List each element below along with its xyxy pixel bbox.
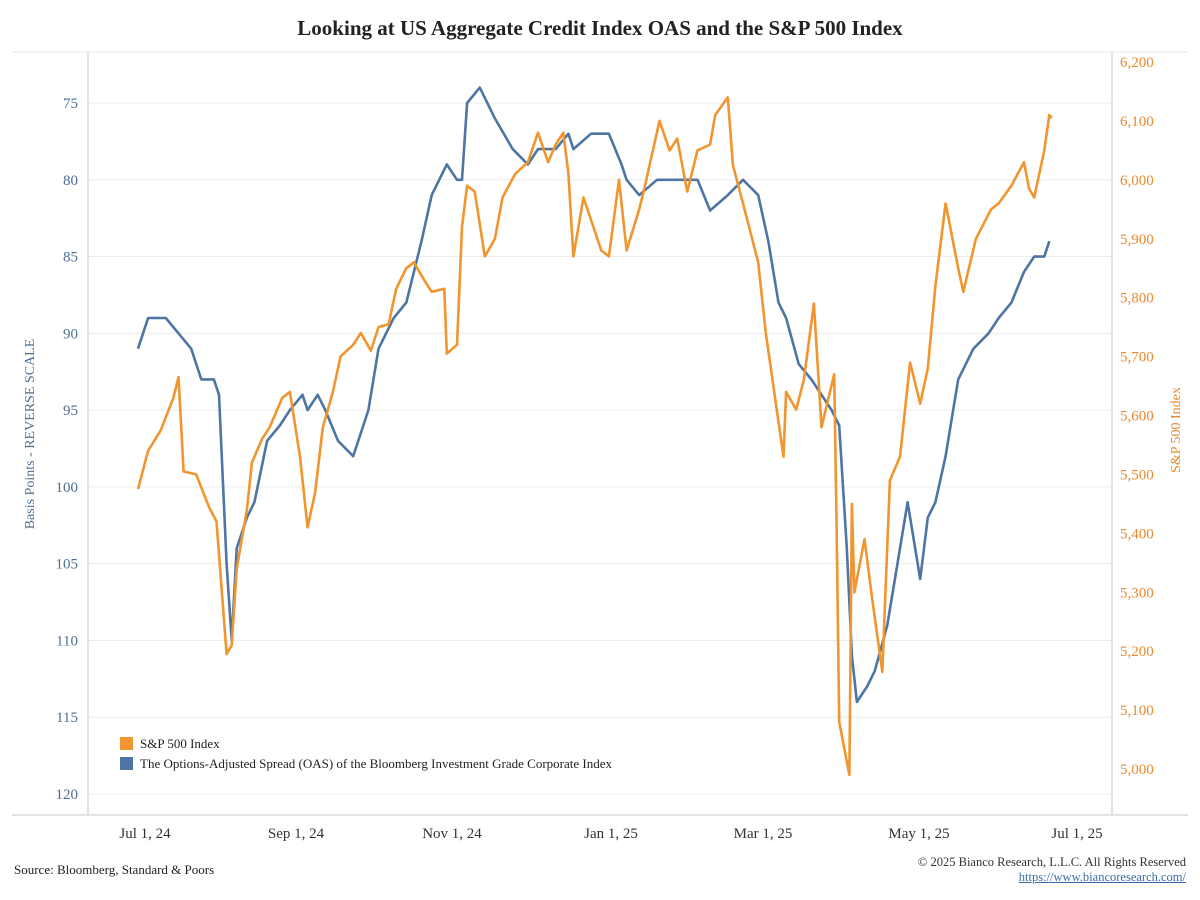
source-note: Source: Bloomberg, Standard & Poors xyxy=(14,862,215,877)
legend: S&P 500 Index The Options-Adjusted Spread… xyxy=(120,736,612,771)
y-left-tick-label: 95 xyxy=(63,403,78,419)
y-left-tick-label: 80 xyxy=(63,173,78,189)
y-left-tick-label: 105 xyxy=(56,557,79,573)
y-left-tick-label: 120 xyxy=(56,787,79,803)
legend-item-oas: The Options-Adjusted Spread (OAS) of the… xyxy=(120,756,612,771)
legend-swatch xyxy=(120,757,133,770)
y-left-tick-label: 90 xyxy=(63,326,78,342)
copyright-text: © 2025 Bianco Research, L.L.C. All Right… xyxy=(917,855,1186,869)
x-tick-label: Jan 1, 25 xyxy=(584,826,638,842)
tick-labels: 75 80 85 90 95 100 105 110 115 120 5,000 5,100 5,200… xyxy=(23,55,1184,842)
y-right-tick-label: 5,700 xyxy=(1120,350,1154,366)
y-left-tick-label: 75 xyxy=(63,96,78,112)
chart-title: Looking at US Aggregate Credit Index OAS… xyxy=(297,16,903,40)
y-right-tick-label: 5,600 xyxy=(1120,409,1154,425)
x-tick-label: May 1, 25 xyxy=(888,826,949,842)
y-left-tick-label: 110 xyxy=(56,633,78,649)
axes xyxy=(12,51,1188,816)
series-lines xyxy=(136,86,1053,777)
y-right-tick-label: 6,100 xyxy=(1120,114,1154,130)
y-right-tick-label: 5,000 xyxy=(1120,762,1154,778)
y-right-axis-title: S&P 500 Index xyxy=(1169,387,1184,473)
y-left-tick-label: 100 xyxy=(56,480,79,496)
y-left-tick-label: 85 xyxy=(63,250,78,266)
y-right-tick-label: 5,800 xyxy=(1120,291,1154,307)
y-right-tick-label: 5,900 xyxy=(1120,232,1154,248)
grid-lines xyxy=(88,102,1112,795)
x-tick-label: Jul 1, 24 xyxy=(119,826,171,842)
y-right-tick-label: 5,200 xyxy=(1120,644,1154,660)
y-right-tick-label: 6,000 xyxy=(1120,173,1154,189)
x-tick-label: Jul 1, 25 xyxy=(1051,826,1102,842)
x-tick-label: Sep 1, 24 xyxy=(268,826,325,842)
y-right-tick-label: 5,100 xyxy=(1120,703,1154,719)
x-tick-label: Nov 1, 24 xyxy=(422,826,482,842)
legend-swatch xyxy=(120,737,133,750)
website-link[interactable]: https://www.biancoresearch.com/ xyxy=(1018,870,1186,884)
x-tick-label: Mar 1, 25 xyxy=(734,826,793,842)
legend-label: The Options-Adjusted Spread (OAS) of the… xyxy=(140,756,612,771)
y-right-tick-label: 5,500 xyxy=(1120,467,1154,483)
sp500-series-line xyxy=(136,96,1053,777)
legend-item-sp500: S&P 500 Index xyxy=(120,736,220,751)
y-left-axis-title: Basis Points - REVERSE SCALE xyxy=(23,339,38,530)
legend-label: S&P 500 Index xyxy=(140,736,220,751)
copyright-block: © 2025 Bianco Research, L.L.C. All Right… xyxy=(918,855,1186,885)
y-right-tick-label: 5,300 xyxy=(1120,585,1154,601)
y-right-tick-label: 5,400 xyxy=(1120,526,1154,542)
oas-series-line xyxy=(136,86,1051,704)
y-left-tick-label: 115 xyxy=(56,710,78,726)
y-right-tick-label: 6,200 xyxy=(1120,55,1154,71)
